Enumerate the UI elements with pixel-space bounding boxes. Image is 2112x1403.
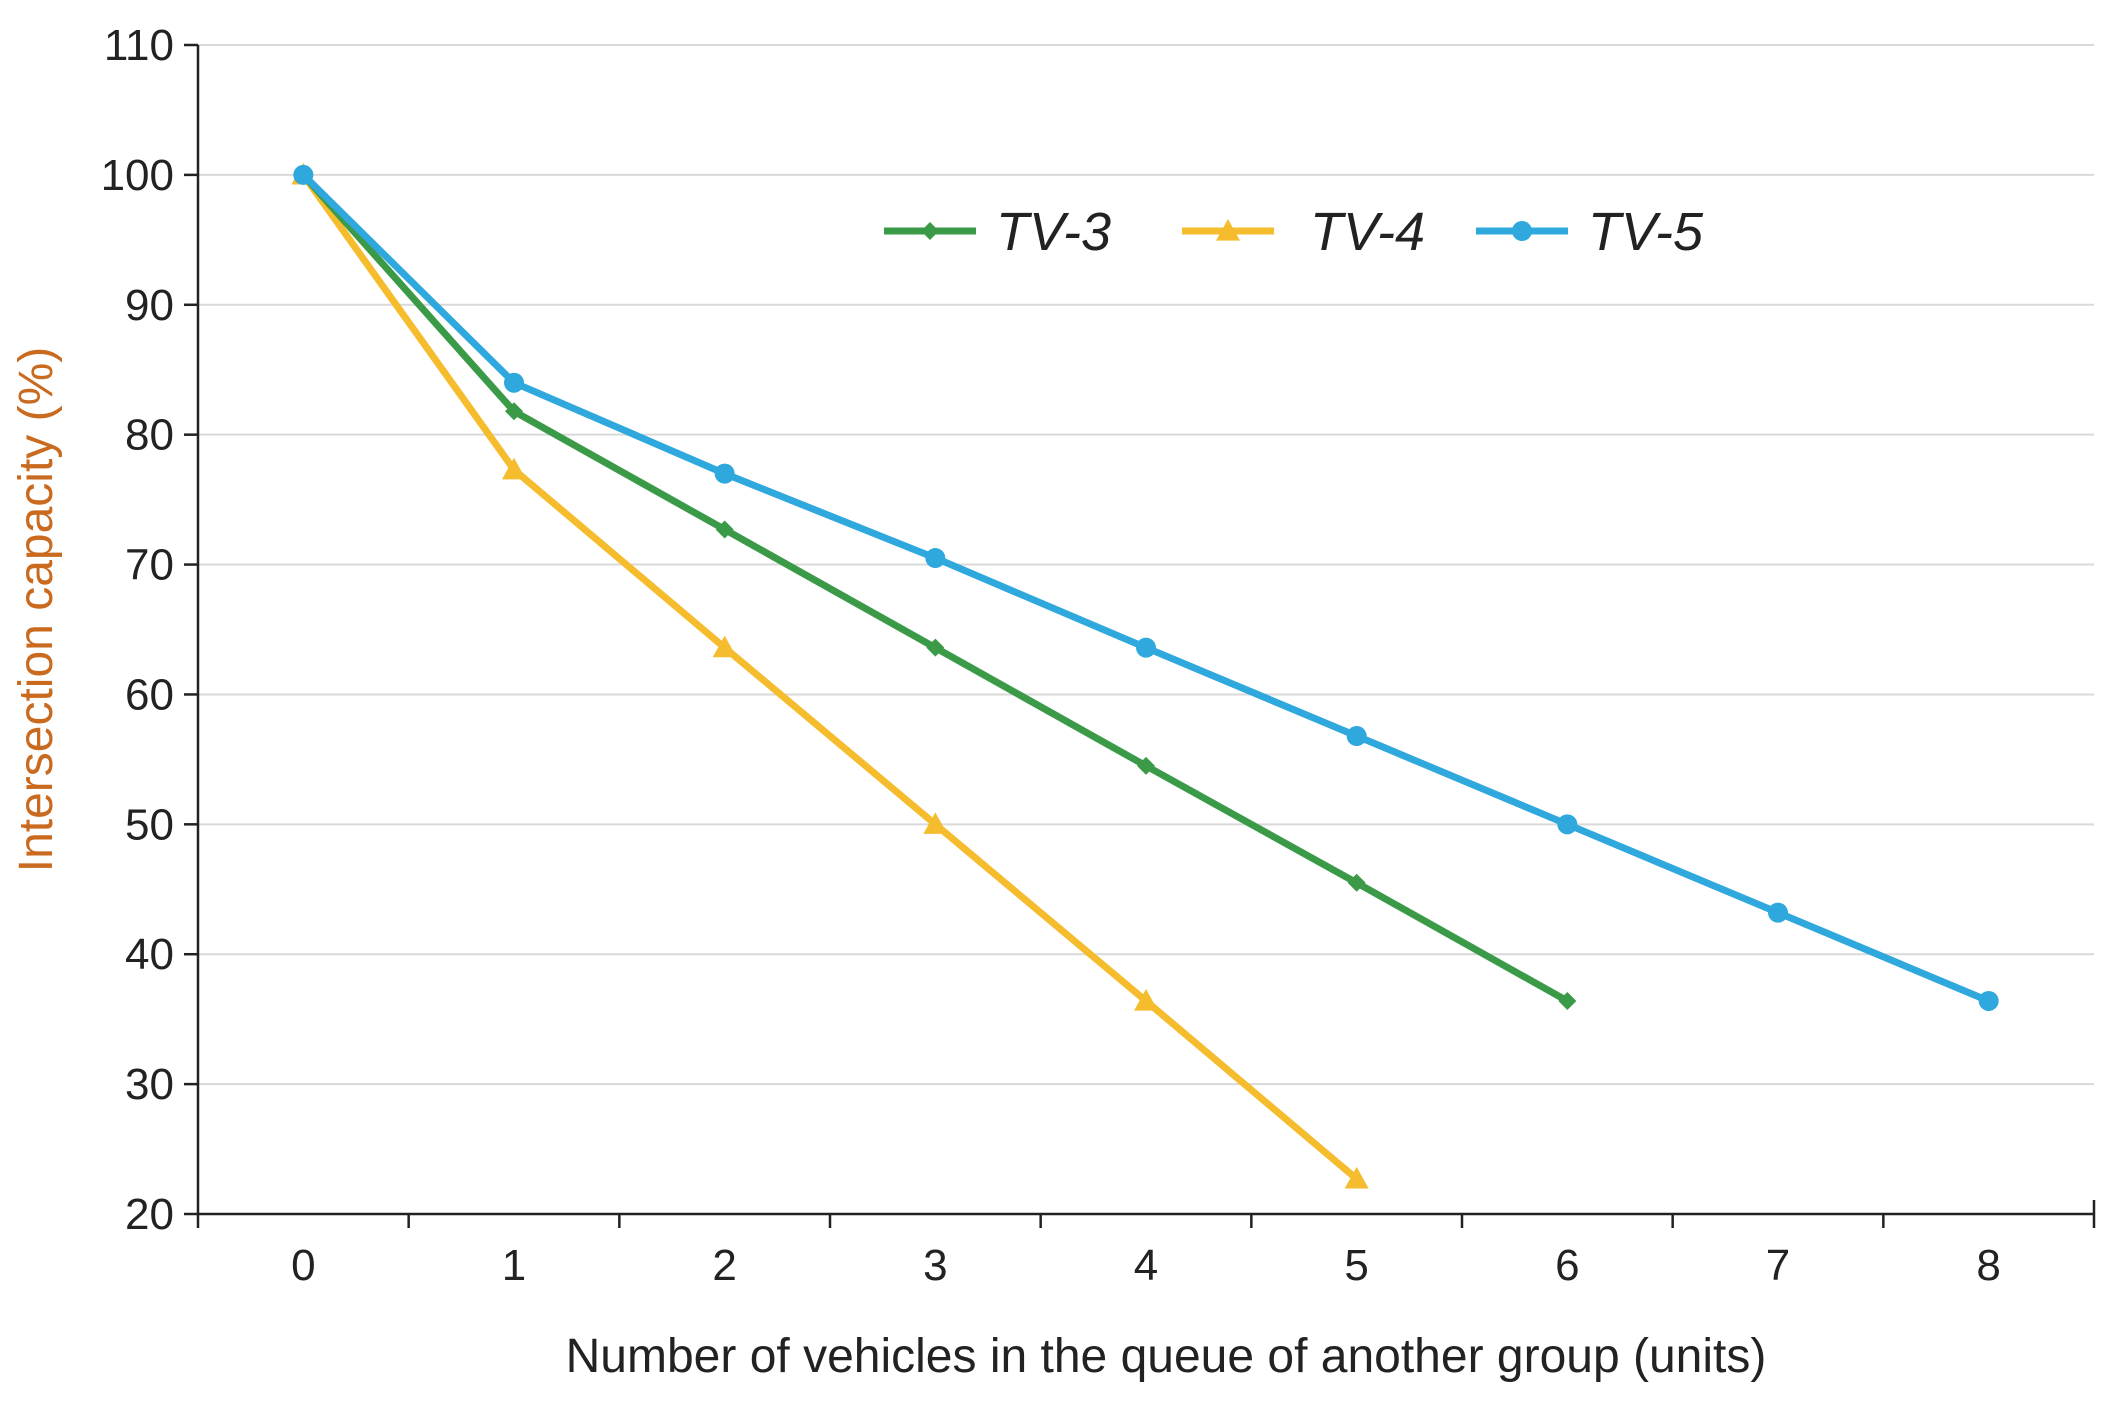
legend-item-TV-4: TV-4	[1182, 202, 1425, 262]
x-tick-label: 3	[923, 1241, 947, 1290]
series-TV-5	[293, 164, 1999, 1011]
data-point-TV-3-5	[1347, 873, 1366, 892]
axis-labels: Number of vehicles in the queue of anoth…	[10, 347, 1766, 1383]
data-point-TV-3-2	[715, 520, 734, 539]
legend-item-TV-3: TV-3	[884, 202, 1111, 262]
data-point-TV-4-1	[502, 457, 526, 480]
legend: TV-3 TV-4 TV-5	[884, 202, 1704, 262]
data-point-TV-4-4	[1134, 988, 1158, 1011]
y-axis-title: Intersection capacity (%)	[10, 347, 63, 873]
y-tick-label: 50	[125, 800, 174, 849]
data-point-TV-4-2	[712, 635, 737, 658]
y-tick-label: 80	[125, 411, 174, 460]
x-tick-label: 1	[502, 1241, 526, 1290]
data-point-TV-3-3	[926, 638, 945, 657]
legend-label: TV-3	[996, 202, 1111, 262]
y-tick-label: 90	[125, 281, 174, 330]
data-point-TV-4-5	[1344, 1166, 1369, 1189]
data-point-TV-5-1	[504, 372, 524, 393]
series-line-TV-3	[299, 171, 1571, 1005]
y-tick-label: 40	[125, 930, 174, 979]
y-tick-label: 30	[125, 1060, 174, 1109]
data-point-TV-3-4	[1137, 756, 1155, 775]
data-point-TV-3-1	[505, 402, 523, 421]
series-TV-3	[294, 165, 1577, 1010]
data-point-TV-5-8	[1978, 990, 1999, 1011]
y-tick-label: 20	[125, 1190, 174, 1239]
legend-item-TV-5: TV-5	[1476, 202, 1704, 262]
y-tick-label: 100	[101, 151, 174, 200]
series-line-TV-5	[299, 171, 1993, 1005]
legend-swatch-marker	[921, 222, 939, 240]
data-point-TV-4-3	[923, 812, 948, 834]
data-point-TV-5-6	[1557, 814, 1578, 835]
legend-label: TV-4	[1310, 202, 1425, 262]
data-point-TV-5-0	[293, 164, 314, 185]
x-tick-label: 8	[1976, 1241, 2000, 1290]
data-point-TV-5-2	[714, 463, 735, 484]
x-tick-label: 4	[1134, 1241, 1158, 1290]
x-tick-label: 7	[1766, 1241, 1790, 1290]
series-lines	[291, 162, 1999, 1189]
data-point-TV-3-6	[1558, 991, 1577, 1010]
x-axis-title: Number of vehicles in the queue of anoth…	[566, 1330, 1767, 1383]
legend-swatch-marker	[1216, 219, 1240, 241]
y-tick-label: 60	[125, 670, 174, 719]
x-tick-label: 6	[1555, 1241, 1579, 1290]
y-tick-label: 110	[104, 21, 174, 70]
data-point-TV-5-4	[1136, 637, 1156, 658]
gridlines	[198, 44, 2094, 1086]
data-point-TV-5-7	[1768, 902, 1788, 923]
legend-swatch-marker	[1512, 221, 1532, 241]
x-tick-label: 5	[1344, 1241, 1368, 1290]
x-tick-label: 0	[291, 1241, 315, 1290]
data-point-TV-5-5	[1346, 726, 1367, 747]
x-tick-label: 2	[712, 1241, 736, 1290]
legend-label: TV-5	[1588, 202, 1704, 262]
data-point-TV-5-3	[925, 548, 946, 569]
series-line-TV-4	[299, 171, 1361, 1183]
y-tick-label: 70	[125, 541, 174, 590]
axes: 20 30 40 50 60 70 80 90 100 110 0 1 2 3 4 5 6 7 8	[101, 21, 2096, 1290]
